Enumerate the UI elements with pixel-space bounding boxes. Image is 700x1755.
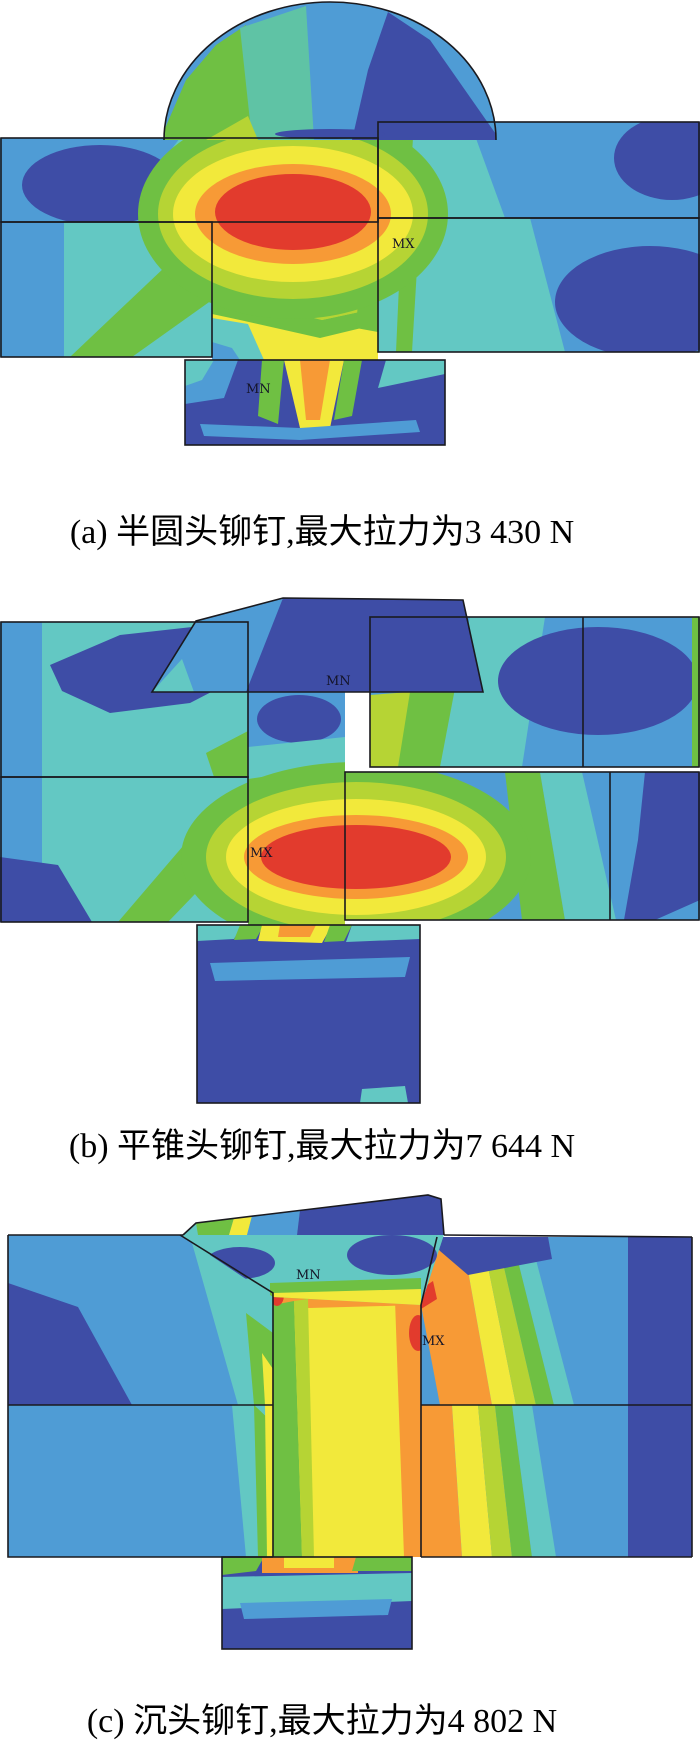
stress-contour-figure-c: MN MX [7, 1194, 693, 1650]
lower-plate-right [421, 1405, 692, 1557]
max-stress-region [409, 1315, 421, 1351]
max-stress-label: MX [250, 846, 273, 861]
max-stress-region [215, 174, 371, 250]
figure-caption-c: (c) 沉头铆钉,最大拉力为4 802 N [86, 1703, 558, 1740]
driven-head [197, 925, 420, 1103]
cone-head [152, 598, 483, 692]
stress-contour-figure-b: MN MX [0, 597, 700, 1104]
lower-plate-left [8, 1405, 273, 1557]
hot-stress-zone [181, 762, 531, 925]
figure-outlines [7, 1194, 693, 1650]
countersunk-cone [180, 1235, 444, 1305]
max-stress-label: MX [422, 1334, 445, 1349]
upper-plate-right [370, 617, 700, 767]
low-stress-blob [8, 1283, 132, 1405]
dome-head [164, 2, 496, 140]
min-stress-label: MN [246, 382, 271, 397]
max-stress-region [261, 825, 451, 889]
figure-caption-a: (a) 半圆头铆钉,最大拉力为3 430 N [69, 514, 575, 551]
hot-stress-zone [138, 122, 448, 319]
figure-outlines [0, 597, 700, 1104]
rivet-shank [273, 1289, 421, 1557]
min-stress-label: MN [296, 1268, 321, 1283]
protruding-head-top [183, 1195, 444, 1235]
upper-plate-left [8, 1235, 273, 1405]
driven-head [185, 360, 445, 445]
max-stress-label: MX [392, 237, 415, 252]
min-stress-label: MN [326, 674, 351, 689]
upper-plate-right [421, 1237, 692, 1405]
driven-head [222, 1557, 412, 1649]
figure-caption-b: (b) 平锥头铆钉,最大拉力为7 644 N [68, 1128, 576, 1165]
stress-contour-figure-a: MX MN [0, 1, 700, 446]
figure-outlines [0, 1, 700, 446]
